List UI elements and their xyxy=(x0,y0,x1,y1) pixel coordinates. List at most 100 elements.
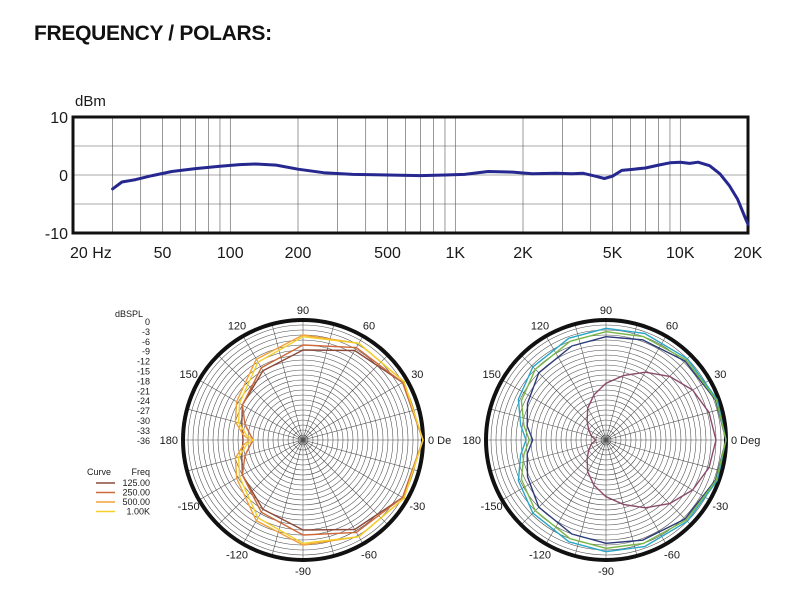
plot-frame xyxy=(71,115,750,235)
legend-header-freq: Freq xyxy=(131,467,150,477)
x-tick-label: 2K xyxy=(513,245,533,262)
polar-spoke xyxy=(302,439,408,501)
polar-spoke xyxy=(605,439,711,501)
polar-spoke xyxy=(302,324,335,441)
polar-spoke xyxy=(605,324,638,441)
polar-spoke xyxy=(605,379,711,441)
polar-spoke xyxy=(545,439,607,545)
polar-spoke xyxy=(605,439,722,472)
radial-tick-label: -30 xyxy=(137,416,150,426)
polar-spoke xyxy=(242,335,304,441)
angle-label: 180 xyxy=(463,435,481,447)
legend-entry-label: 125.00 xyxy=(122,478,150,488)
polar-spoke xyxy=(217,354,304,441)
polar-spoke xyxy=(302,439,419,472)
y-tick-label: 10 xyxy=(50,110,68,127)
angle-label: 30 xyxy=(411,369,423,381)
radial-tick-label: -12 xyxy=(137,357,150,367)
angle-label: -60 xyxy=(361,549,377,561)
polar-spoke xyxy=(545,335,607,441)
legend-entry-label: 500.00 xyxy=(122,497,150,507)
polar-spoke xyxy=(302,439,335,556)
legend-entry-label: 1.00K xyxy=(126,507,150,517)
y-axis-label: dBm xyxy=(75,93,106,110)
angle-label: -120 xyxy=(226,549,248,561)
polar-spoke xyxy=(490,439,607,472)
polar-spoke xyxy=(605,439,692,526)
polar-spoke xyxy=(302,379,408,441)
radial-tick-label: -36 xyxy=(137,436,150,446)
polar-spoke xyxy=(302,408,419,441)
angle-label: -150 xyxy=(481,501,503,513)
x-tick-label: 10K xyxy=(666,245,695,262)
polar-spoke xyxy=(198,439,304,501)
angle-label: -30 xyxy=(712,501,728,513)
polar-response-curve xyxy=(241,349,424,531)
polar-response-curve xyxy=(520,331,727,549)
radial-tick-label: -33 xyxy=(137,426,150,436)
angle-label: 150 xyxy=(180,369,198,381)
polar-spoke xyxy=(605,439,638,556)
angle-label: -30 xyxy=(409,501,425,513)
angle-label: 180 xyxy=(160,435,178,447)
polar-chart-left: 0 De306090120150180-150-120-90-60-30dBSP… xyxy=(87,305,451,578)
angle-label: 60 xyxy=(363,321,375,333)
x-tick-label: 200 xyxy=(285,245,312,262)
x-tick-label: 20K xyxy=(734,245,763,262)
radial-tick-label: -21 xyxy=(137,386,150,396)
angle-label: 120 xyxy=(531,321,549,333)
polar-spoke xyxy=(302,354,389,441)
x-tick-label: 50 xyxy=(154,245,172,262)
polar-spoke xyxy=(302,335,364,441)
angle-label: -90 xyxy=(598,566,614,578)
polar-spoke xyxy=(490,408,607,441)
y-tick-label: 0 xyxy=(59,168,68,185)
angle-label: 60 xyxy=(666,321,678,333)
radial-axis-label: dBSPL xyxy=(115,309,143,319)
polar-spoke xyxy=(302,439,389,526)
polar-spoke xyxy=(271,324,304,441)
polar-spoke xyxy=(217,439,304,526)
polar-spoke xyxy=(198,379,304,441)
polar-spoke xyxy=(501,379,607,441)
polar-spoke xyxy=(302,439,364,545)
x-tick-label: 20 Hz xyxy=(70,245,112,262)
polar-spoke xyxy=(605,439,667,545)
radial-tick-label: 0 xyxy=(145,317,150,327)
angle-label: 0 Deg xyxy=(731,435,760,447)
angle-label: 90 xyxy=(297,305,309,317)
angle-label: -90 xyxy=(295,566,311,578)
radial-tick-label: -24 xyxy=(137,396,150,406)
radial-tick-label: -9 xyxy=(142,347,150,357)
angle-label: 120 xyxy=(228,321,246,333)
polar-spoke xyxy=(605,408,722,441)
legend-header-curve: Curve xyxy=(87,467,111,477)
angle-label: 150 xyxy=(483,369,501,381)
angle-label: 90 xyxy=(600,305,612,317)
radial-tick-label: -18 xyxy=(137,376,150,386)
polar-response-curve xyxy=(234,334,424,546)
frequency-response-line xyxy=(111,160,750,226)
x-tick-label: 500 xyxy=(374,245,401,262)
polar-spoke xyxy=(605,354,692,441)
angle-label: 30 xyxy=(714,369,726,381)
angle-label: -120 xyxy=(529,549,551,561)
legend-entry-label: 250.00 xyxy=(122,488,150,498)
polar-spoke xyxy=(605,335,667,441)
polar-response-curve xyxy=(237,336,424,544)
x-tick-label: 100 xyxy=(217,245,244,262)
polar-spoke xyxy=(271,439,304,556)
radial-tick-label: -3 xyxy=(142,327,150,337)
polar-response-curve xyxy=(586,371,717,509)
polar-response-curve xyxy=(526,336,727,544)
polar-spoke xyxy=(501,439,607,501)
x-tick-label: 1K xyxy=(445,245,465,262)
radial-tick-label: -6 xyxy=(142,337,150,347)
polar-chart-right: 0 Deg 30 60 90 120 150 180 -150 -120 -90 -60 -30 xyxy=(463,305,761,578)
polar-response-curve xyxy=(517,327,727,553)
radial-tick-label: -15 xyxy=(137,367,150,377)
y-tick-label: -10 xyxy=(45,226,68,243)
radial-tick-label: -27 xyxy=(137,406,150,416)
